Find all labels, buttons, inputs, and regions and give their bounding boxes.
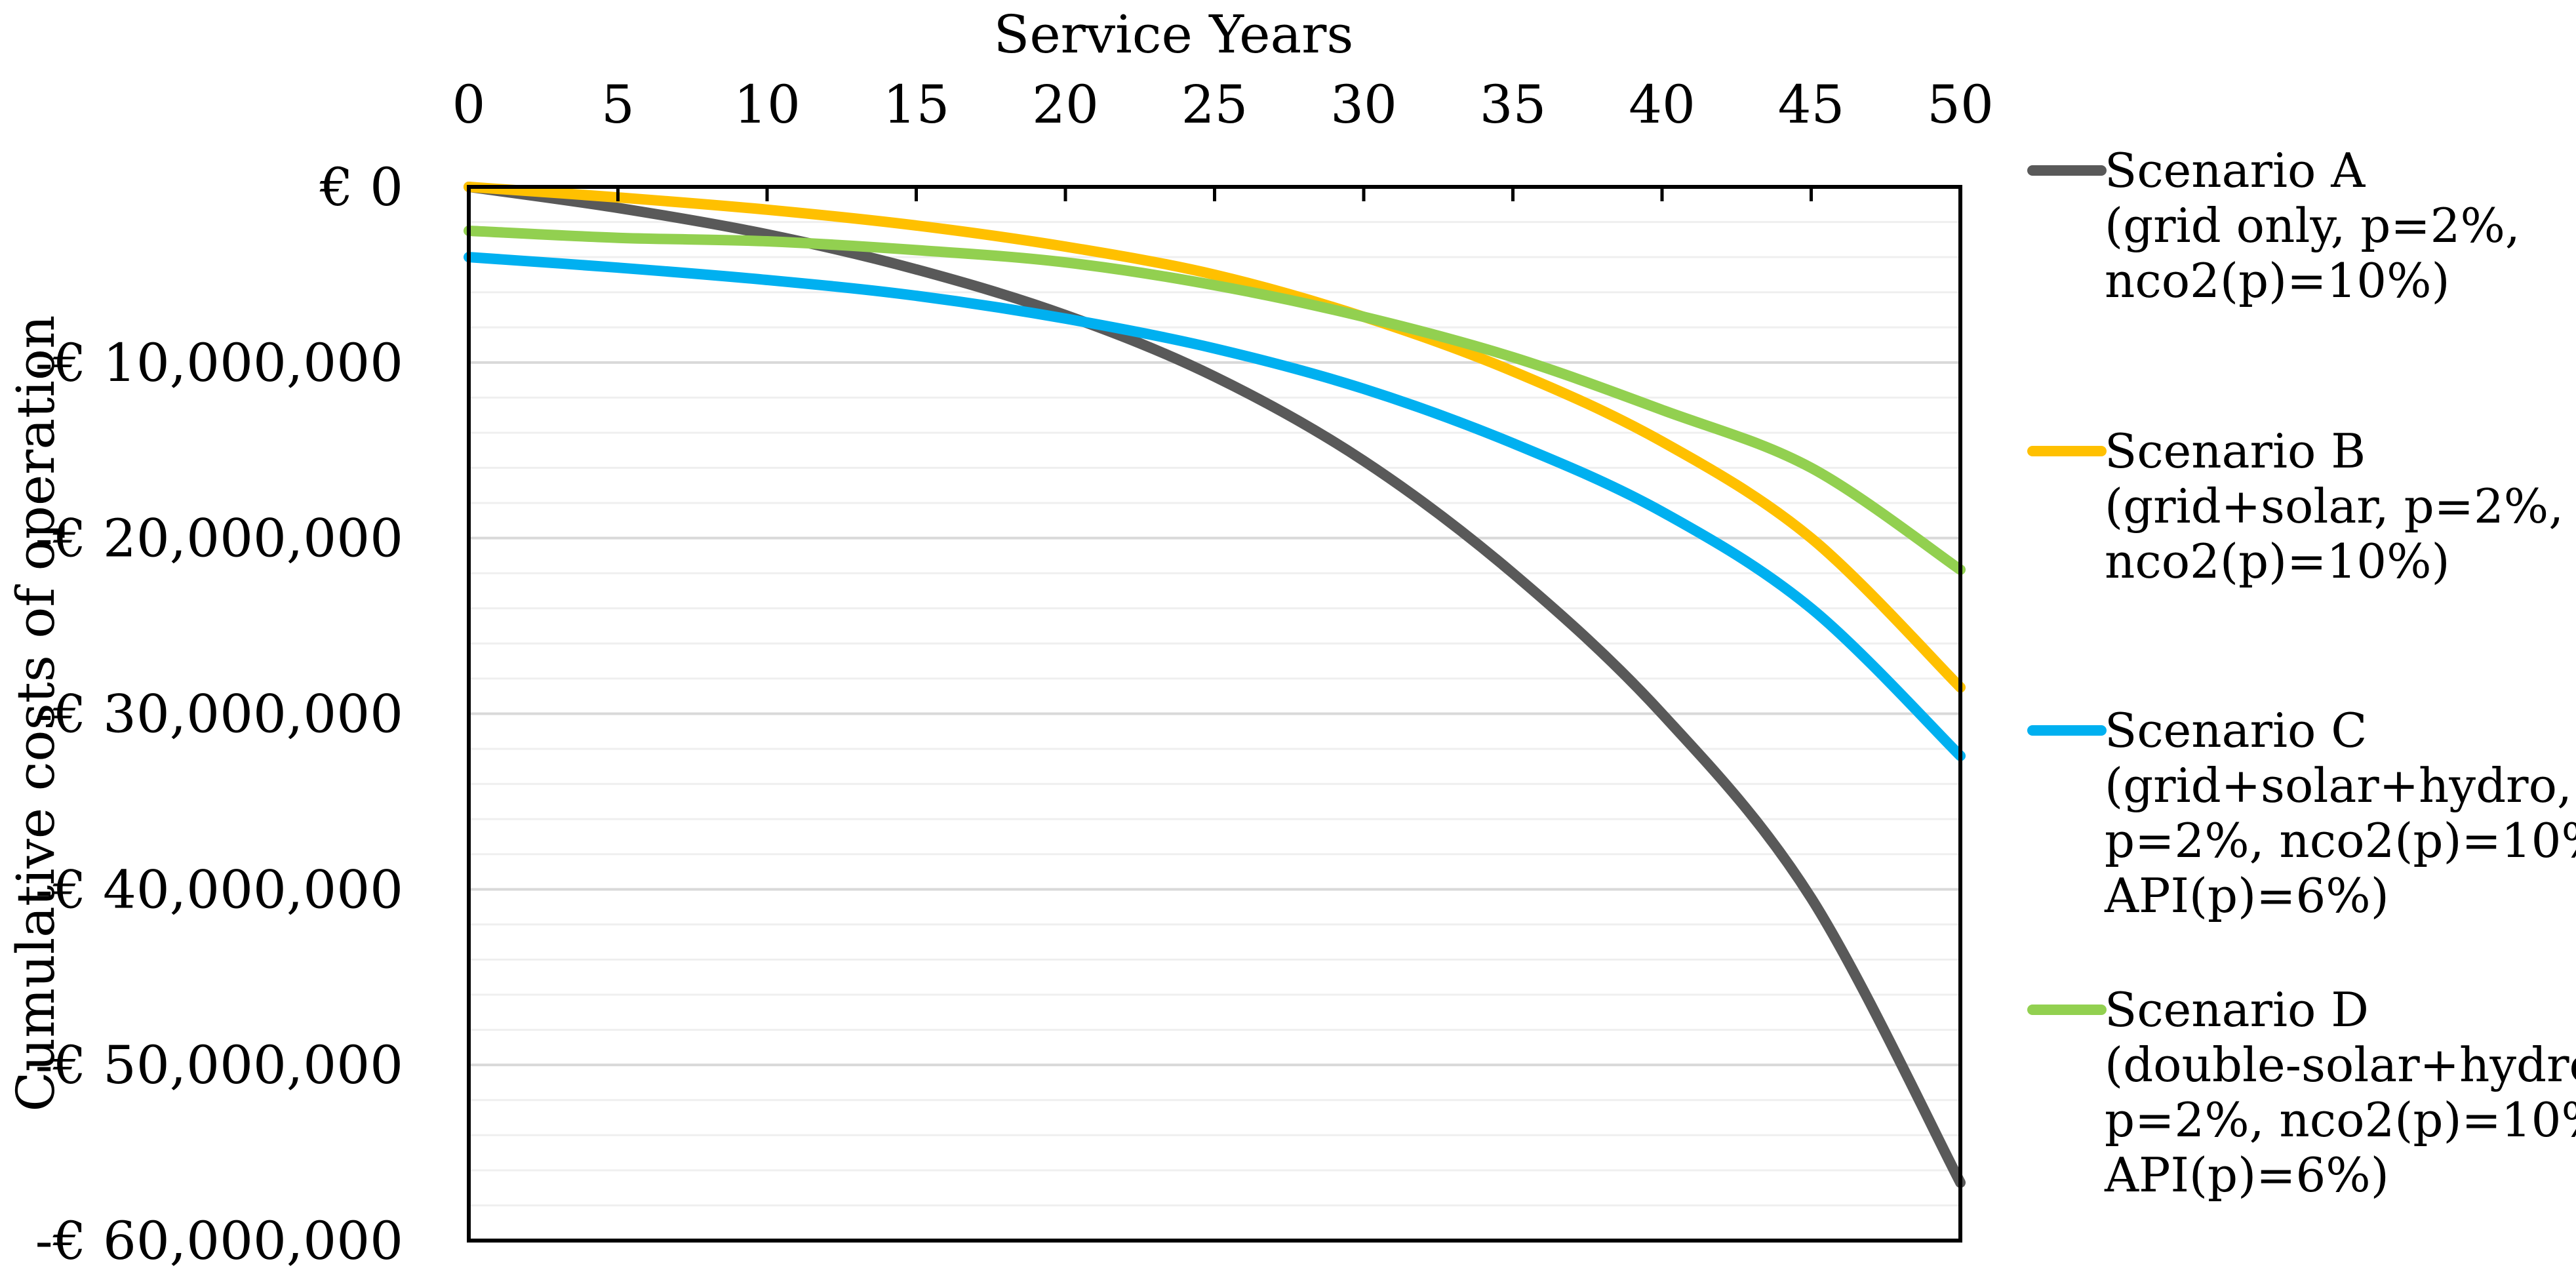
y-tick-label: € 0: [319, 157, 403, 218]
series-line-scenario-a: [464, 182, 1966, 1188]
legend-label-scenario-d: Scenario D: [2105, 982, 2369, 1037]
y-axis-ticks: € 0 -€ 10,000,000 -€ 20,000,000 -€ 30,000,0…: [35, 157, 403, 1271]
series-lines: [464, 182, 1966, 1188]
series-line-scenario-c: [464, 252, 1966, 761]
x-tick-label: 40: [1629, 74, 1695, 135]
legend-label-scenario-a: Scenario A: [2105, 143, 2366, 198]
x-axis-title: Service Years: [994, 4, 1354, 65]
legend-label-scenario-d: p=2%, nco2(p)=10%,: [2105, 1092, 2576, 1147]
legend-label-scenario-b: (grid+solar, p=2%,: [2105, 479, 2564, 534]
legend-label-scenario-d: (double-solar+hydro,: [2105, 1037, 2576, 1092]
x-tick-label: 35: [1480, 74, 1547, 135]
x-tick-label: 15: [883, 74, 950, 135]
y-axis-title: Cumulative costs of operation: [5, 315, 66, 1111]
y-tick-label: -€ 20,000,000: [35, 508, 403, 569]
y-tick-label: -€ 30,000,000: [35, 684, 403, 745]
x-tick-label: 10: [734, 74, 801, 135]
legend-label-scenario-a: (grid only, p=2%,: [2105, 198, 2520, 253]
y-tick-label: -€ 50,000,000: [35, 1035, 403, 1096]
legend-label-scenario-c: (grid+solar+hydro,: [2105, 758, 2572, 813]
x-tick-label: 50: [1927, 74, 1994, 135]
x-tick-label: 5: [601, 74, 635, 135]
x-tick-label: 20: [1032, 74, 1099, 135]
x-tick-label: 25: [1181, 74, 1248, 135]
series-line-scenario-d: [464, 226, 1966, 575]
legend-label-scenario-b: nco2(p)=10%): [2105, 534, 2450, 589]
x-axis-ticks: 0 5 10 15 20 25 30 35 40 45 50: [452, 74, 1994, 201]
legend-label-scenario-a: nco2(p)=10%): [2105, 253, 2450, 308]
y-tick-label: -€ 40,000,000: [35, 859, 403, 920]
x-tick-label: 30: [1330, 74, 1397, 135]
legend-label-scenario-d: API(p)=6%): [2104, 1147, 2389, 1203]
legend-label-scenario-b: Scenario B: [2105, 424, 2366, 479]
legend: Scenario A(grid only, p=2%,nco2(p)=10%)S…: [2027, 143, 2576, 1203]
legend-label-scenario-c: p=2%, nco2(p)=10%,: [2105, 813, 2576, 868]
legend-label-scenario-c: API(p)=6%): [2104, 868, 2389, 923]
legend-label-scenario-c: Scenario C: [2105, 703, 2367, 758]
x-tick-label: 0: [452, 74, 486, 135]
series-line-scenario-b: [464, 182, 1966, 693]
y-tick-label: -€ 60,000,000: [35, 1210, 403, 1271]
y-tick-label: -€ 10,000,000: [35, 332, 403, 393]
x-tick-label: 45: [1778, 74, 1845, 135]
